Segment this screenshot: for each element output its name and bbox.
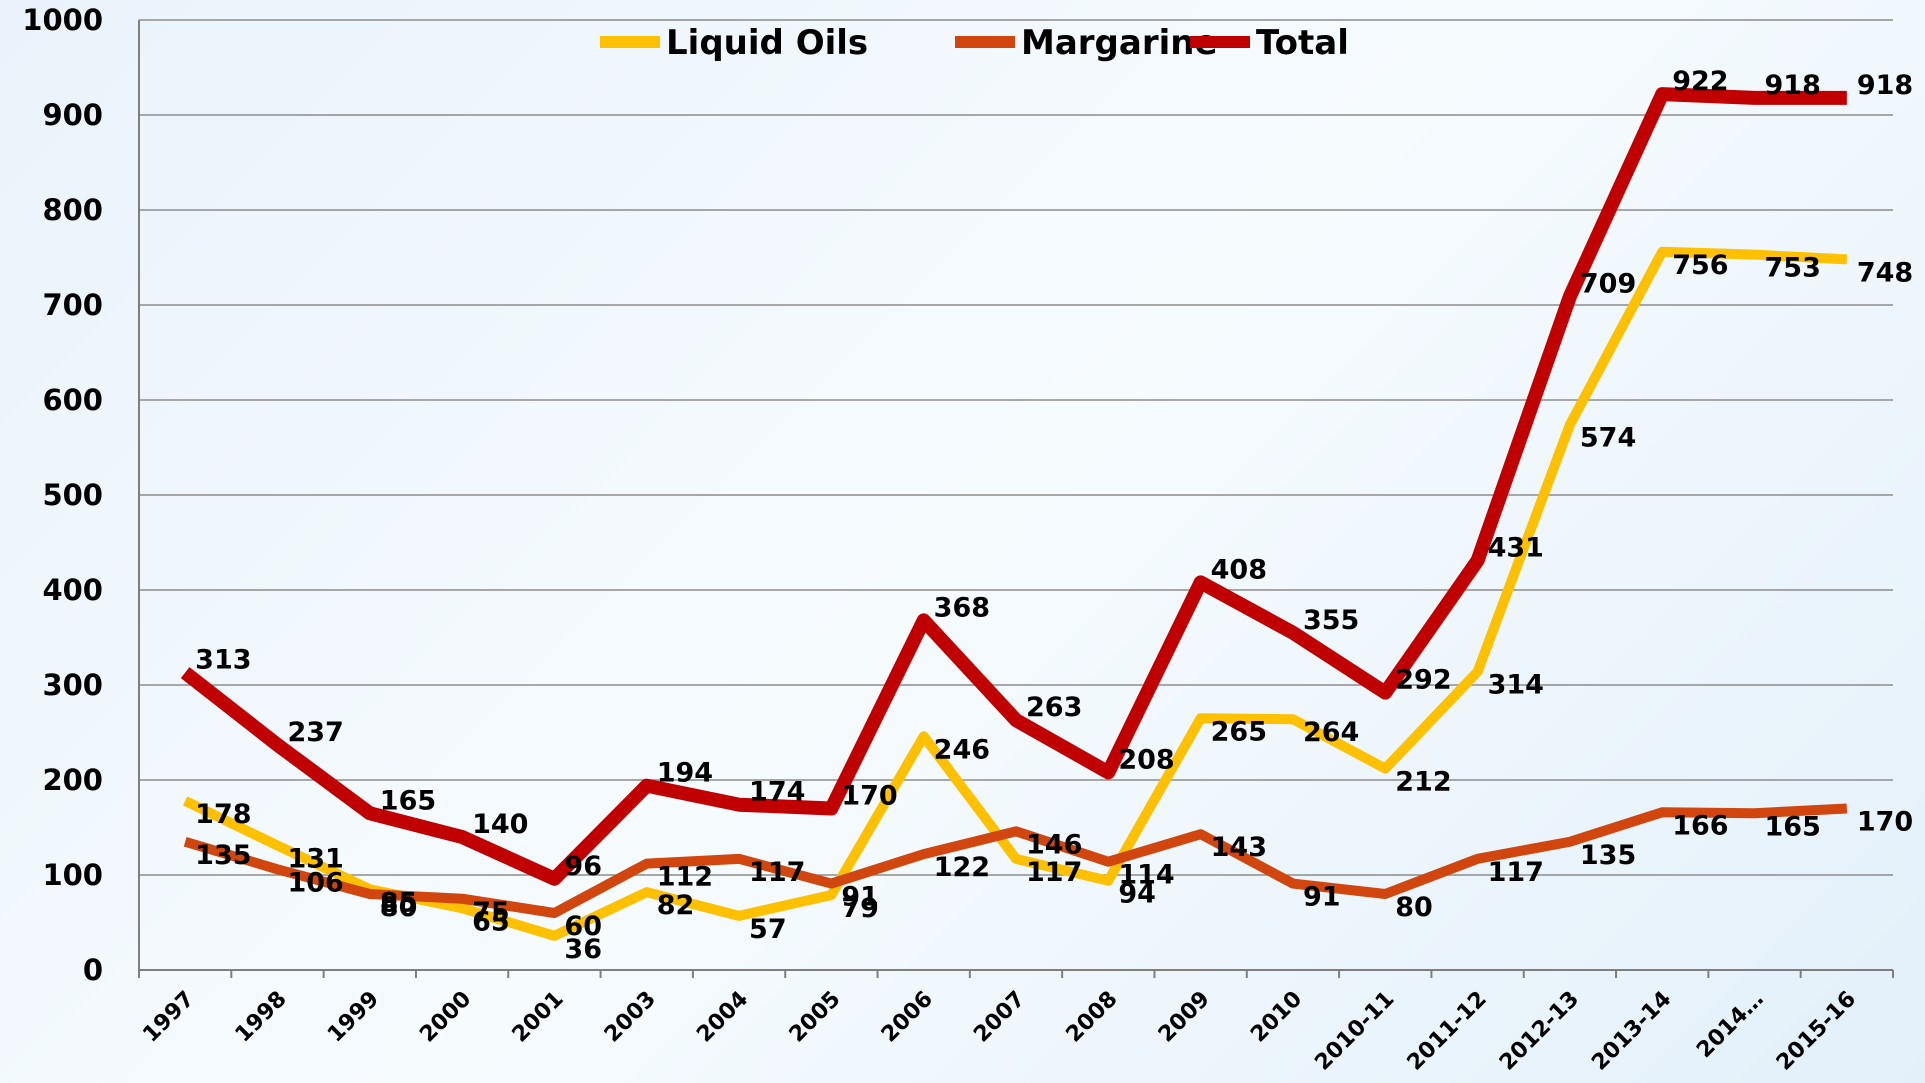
data-label: 135 — [1580, 840, 1636, 871]
data-label: 166 — [1672, 810, 1728, 841]
x-tick-label: 2006 — [877, 987, 938, 1048]
data-label: 96 — [564, 851, 602, 882]
x-tick-label: 2003 — [600, 987, 661, 1048]
y-tick-label: 600 — [42, 383, 103, 417]
x-tick-label: 2007 — [969, 987, 1030, 1048]
x-tick-label: 1997 — [138, 987, 199, 1048]
x-tick-label: 2013-14 — [1587, 987, 1676, 1076]
x-tick-label: 2000 — [415, 987, 476, 1048]
legend-label: Total — [1256, 23, 1349, 63]
data-label: 117 — [1488, 857, 1544, 888]
data-label: 174 — [749, 777, 805, 808]
data-label: 709 — [1580, 268, 1636, 299]
y-tick-label: 100 — [42, 858, 103, 892]
data-label: 922 — [1672, 66, 1728, 97]
x-tick-label: 2010 — [1246, 987, 1307, 1048]
data-label: 117 — [1026, 857, 1082, 888]
y-tick-label: 500 — [42, 478, 103, 512]
data-label: 91 — [841, 882, 879, 913]
data-label: 60 — [564, 911, 602, 942]
data-label: 753 — [1765, 253, 1821, 284]
data-label: 80 — [1395, 892, 1433, 923]
y-tick-label: 400 — [42, 573, 103, 607]
data-label: 170 — [1857, 807, 1913, 838]
data-label: 112 — [657, 862, 713, 893]
data-label: 80 — [380, 892, 418, 923]
data-label: 91 — [1303, 882, 1341, 913]
x-tick-label: 2010-11 — [1310, 987, 1399, 1076]
data-label: 165 — [380, 785, 436, 816]
x-tick-label: 1998 — [231, 987, 292, 1048]
data-label: 114 — [1118, 860, 1174, 891]
data-label: 918 — [1857, 70, 1913, 101]
data-label: 75 — [472, 897, 510, 928]
data-label: 748 — [1857, 257, 1913, 288]
data-label: 237 — [287, 717, 343, 748]
y-tick-label: 900 — [42, 98, 103, 132]
data-label: 106 — [287, 867, 343, 898]
x-tick-label: 2004 — [692, 987, 753, 1048]
x-tick-label: 2012-13 — [1495, 987, 1584, 1076]
y-tick-label: 200 — [42, 763, 103, 797]
x-tick-label: 2015-16 — [1772, 987, 1861, 1076]
data-label: 135 — [195, 840, 251, 871]
data-label: 314 — [1488, 670, 1544, 701]
data-label: 264 — [1303, 717, 1359, 748]
data-label: 263 — [1026, 692, 1082, 723]
data-label: 194 — [657, 758, 713, 789]
data-label: 212 — [1395, 767, 1451, 798]
data-label: 208 — [1118, 744, 1174, 775]
data-label: 431 — [1488, 533, 1544, 564]
data-label: 82 — [657, 890, 695, 921]
y-tick-label: 0 — [83, 953, 103, 987]
data-label: 918 — [1765, 70, 1821, 101]
x-tick-label: 2008 — [1062, 987, 1123, 1048]
data-label: 408 — [1211, 554, 1267, 585]
x-tick-label: 2011-12 — [1403, 987, 1492, 1076]
legend-label: Liquid Oils — [666, 23, 868, 63]
data-label: 368 — [934, 592, 990, 623]
line-2 — [185, 94, 1847, 879]
data-label: 57 — [749, 914, 787, 945]
data-label: 246 — [934, 734, 990, 765]
data-label: 178 — [195, 799, 251, 830]
x-tick-label: 1999 — [323, 987, 384, 1048]
data-label: 170 — [841, 781, 897, 812]
data-label: 146 — [1026, 829, 1082, 860]
legend-label: Margarine — [1021, 23, 1218, 63]
x-tick-label: 2005 — [785, 987, 846, 1048]
data-label: 292 — [1395, 665, 1451, 696]
y-tick-label: 800 — [42, 193, 103, 227]
y-tick-label: 300 — [42, 668, 103, 702]
x-tick-label: 2009 — [1154, 987, 1215, 1048]
data-label: 355 — [1303, 605, 1359, 636]
y-tick-label: 1000 — [22, 3, 103, 37]
data-label: 117 — [749, 857, 805, 888]
data-label: 122 — [934, 852, 990, 883]
x-tick-label: 2001 — [508, 987, 569, 1048]
data-label: 140 — [472, 809, 528, 840]
data-label: 756 — [1672, 250, 1728, 281]
legend: Liquid Oils Margarine Total — [600, 23, 1349, 63]
data-label: 574 — [1580, 423, 1636, 454]
x-tick-label: 2014… — [1692, 987, 1769, 1064]
y-tick-label: 700 — [42, 288, 103, 322]
data-label: 165 — [1765, 811, 1821, 842]
chart: Liquid Oils Margarine Total 0 100 200 300 400 5… — [0, 0, 1925, 1083]
data-label: 143 — [1211, 832, 1267, 863]
data-label: 265 — [1211, 716, 1267, 747]
data-label: 313 — [195, 645, 251, 676]
